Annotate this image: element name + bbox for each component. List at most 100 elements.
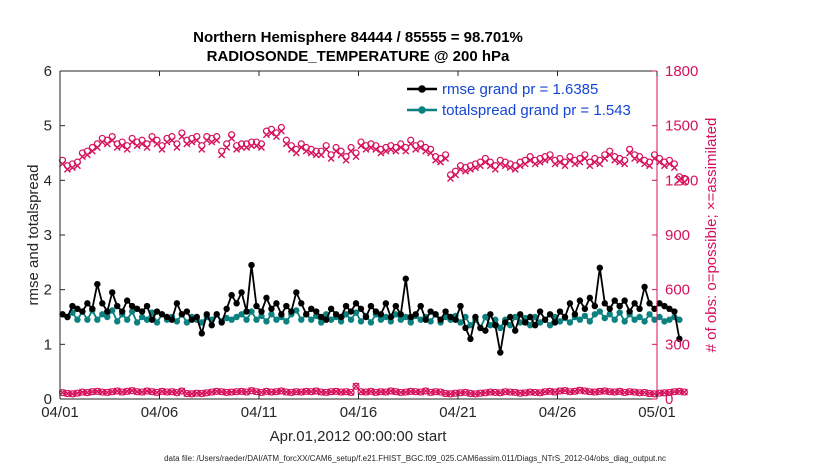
totalspread-point <box>123 316 131 323</box>
series-layer <box>58 123 688 398</box>
assimilated-point <box>352 153 360 161</box>
rmse-point <box>64 313 71 321</box>
possible_low-point <box>680 388 688 396</box>
right-y-tick-label: 0 <box>665 391 673 408</box>
possible_low-point <box>123 387 131 395</box>
totalspread-point <box>536 319 544 326</box>
assimilated-low-point <box>178 387 186 395</box>
assimilated-low-point <box>347 388 355 396</box>
totalspread-point <box>382 313 390 321</box>
rmse-point <box>646 300 653 307</box>
rmse-point <box>452 316 459 323</box>
assimilated-point <box>561 162 569 170</box>
rmse-point <box>596 264 603 271</box>
totalspread-point <box>576 316 584 323</box>
totalspread-point <box>591 311 599 318</box>
totalspread-point <box>616 309 623 316</box>
rmse-point <box>243 308 250 315</box>
rmse-point <box>228 291 235 299</box>
assimilated-low-point <box>138 388 146 396</box>
rmse-point <box>412 311 419 318</box>
rmse-point <box>467 335 474 343</box>
left-y-tick-label: 3 <box>44 227 52 244</box>
assimilated-point <box>397 144 405 152</box>
totalspread-point <box>228 316 235 323</box>
possible_low-point <box>267 388 276 396</box>
assimilated-point <box>432 156 440 164</box>
possible_low-point <box>93 387 101 395</box>
possible_low-point <box>63 389 72 398</box>
assimilated-point <box>297 144 305 152</box>
totalspread-point <box>133 319 141 326</box>
rmse-point <box>123 297 131 304</box>
possible_low-point <box>322 388 330 397</box>
assimilated-point <box>521 160 529 168</box>
rmse-point <box>472 313 479 321</box>
rmse-point <box>591 302 599 310</box>
assimilated-low-point <box>312 387 320 395</box>
rmse-point <box>422 316 429 323</box>
rmse-point <box>342 302 350 310</box>
possible_low-point <box>233 388 241 396</box>
totalspread-point <box>631 316 638 323</box>
totalspread-point <box>74 316 81 323</box>
rmse-point <box>487 311 494 318</box>
rmse-point <box>322 316 330 323</box>
x-tick-label: 04/16 <box>340 404 378 421</box>
possible_low-point <box>392 388 400 396</box>
rmse-point <box>656 300 663 307</box>
rmse-point <box>308 305 315 312</box>
rmse-point <box>482 327 489 334</box>
left-y-tick-label: 5 <box>44 118 52 135</box>
rmse-point <box>59 311 66 318</box>
rmse-point <box>69 302 76 310</box>
assimilated-low-point <box>461 388 469 396</box>
rmse-point <box>417 302 424 310</box>
totalspread-point <box>138 313 146 321</box>
rmse-point <box>158 311 166 318</box>
rmse-point <box>636 305 643 312</box>
totalspread-point <box>621 318 628 325</box>
rmse-point <box>462 324 469 332</box>
rmse-point <box>407 313 414 321</box>
assimilated-point <box>486 162 494 170</box>
possible_low-point <box>451 389 460 397</box>
totalspread-point <box>457 319 464 326</box>
possible_low-point <box>471 390 480 398</box>
rmse-point <box>114 302 121 310</box>
totalspread-point <box>581 312 589 320</box>
possible_low-point <box>327 388 335 396</box>
possible_low-point <box>516 389 524 397</box>
x-ticks: 04/01 04/06 04/11 04/16 04/21 04/26 05/01 <box>41 71 676 421</box>
rmse-point <box>372 308 380 315</box>
totalspread-point <box>417 316 424 323</box>
totalspread-point <box>308 316 315 323</box>
assimilated-low-point <box>561 387 569 395</box>
assimilated-point <box>680 178 688 186</box>
assimilated-point <box>402 147 410 155</box>
assimilated-low-point <box>173 389 181 397</box>
legend-spread-label: totalspread grand pr = 1.543 <box>442 102 631 119</box>
rmse-point <box>168 316 176 323</box>
rmse-point <box>561 313 569 321</box>
rmse-point <box>223 305 230 312</box>
possible_low-point <box>108 388 116 396</box>
possible_low-point <box>611 388 619 396</box>
assimilated-point <box>178 133 186 141</box>
assimilated-point <box>173 144 181 152</box>
rmse-point <box>507 313 514 321</box>
possible_low-point <box>665 388 674 397</box>
assimilated-point <box>675 176 683 184</box>
totalspread-point <box>387 318 395 325</box>
totalspread-point <box>377 316 385 323</box>
rmse-point <box>661 302 668 310</box>
totalspread-point <box>183 319 191 326</box>
totalspread-point <box>173 318 181 325</box>
plot-area <box>60 71 657 399</box>
rmse-point <box>556 308 564 315</box>
left-y-tick-label: 1 <box>44 336 52 353</box>
legend-rmse-marker <box>418 85 426 93</box>
assimilated-point <box>183 140 191 148</box>
assimilated-low-markers <box>58 382 688 398</box>
possible_low-point <box>626 388 634 396</box>
